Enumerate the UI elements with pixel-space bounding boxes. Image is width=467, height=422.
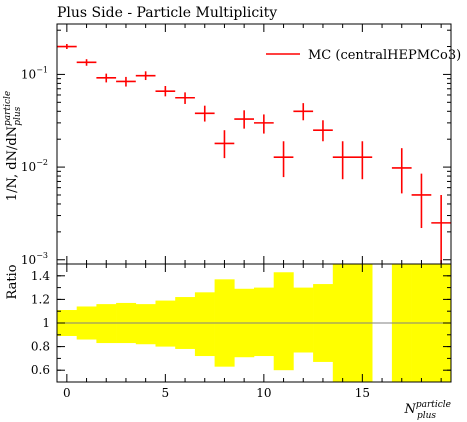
ratio-band-bin	[273, 272, 294, 371]
data-point	[57, 43, 77, 50]
data-point	[293, 103, 314, 121]
ratio-y-tick-label: 1.2	[31, 292, 50, 306]
x-axis-label-main: N	[403, 402, 416, 417]
legend-label: MC (centralHEPMCo3)	[308, 48, 461, 63]
top-y-axis-label-main: 1/N, dN/dN	[5, 126, 20, 201]
ratio-band-bin	[155, 300, 176, 347]
ratio-band-bin	[135, 304, 156, 345]
x-tick-label: 15	[355, 386, 370, 400]
x-tick-label: 5	[162, 386, 170, 400]
data-point	[391, 148, 412, 194]
top-y-ticks: 10−1 10−2 10−3	[21, 29, 451, 267]
x-axis-label-sub: plus	[417, 411, 436, 421]
data-point	[254, 114, 274, 134]
top-y-tick-label: 10−2	[21, 158, 48, 174]
top-y-axis-label-sub: plus	[13, 106, 23, 125]
data-point	[214, 130, 235, 159]
top-y-tick-label: 10−3	[21, 251, 48, 267]
data-point	[76, 59, 97, 66]
data-point	[234, 110, 254, 129]
top-x-ticks	[66, 24, 442, 264]
data-point	[135, 71, 156, 81]
legend: MC (centralHEPMCo3)	[266, 48, 461, 63]
x-tick-label: 0	[63, 386, 71, 400]
ratio-band-bin	[194, 292, 215, 357]
data-point	[155, 85, 176, 97]
data-point	[313, 120, 333, 142]
ratio-y-tick-label: 0.8	[31, 340, 50, 354]
top-panel: Plus Side - Particle Multiplicity 10−110…	[3, 5, 461, 267]
top-y-axis-label-sup: particle	[3, 91, 13, 126]
x-axis-label-sup: particle	[416, 400, 451, 410]
ratio-band-bin	[96, 304, 117, 344]
data-point	[116, 76, 136, 87]
ratio-y-axis-label: Ratio	[5, 264, 20, 299]
ratio-x-ticks: 0 5 10 15	[63, 264, 442, 400]
data-point	[411, 173, 432, 229]
ratio-band-bin	[293, 287, 314, 353]
ratio-y-tick-label: 1	[42, 316, 50, 330]
ratio-panel: 0.6 0.8 1 1.2 1.4 0 5 10 15 Ratio Nparticle plus	[5, 263, 452, 421]
data-point	[194, 105, 215, 122]
data-point	[431, 194, 451, 264]
plot-title: Plus Side - Particle Multiplicity	[57, 5, 277, 21]
data-point	[175, 92, 195, 104]
data-point	[332, 141, 353, 180]
mc-series-points	[57, 43, 451, 264]
ratio-y-tick-label: 1.4	[31, 269, 50, 283]
ratio-y-tick-label: 0.6	[31, 363, 50, 377]
data-point	[352, 141, 373, 180]
data-point	[273, 141, 294, 178]
ratio-y-ticks: 0.6 0.8 1 1.2 1.4	[31, 263, 451, 383]
ratio-band-bin	[254, 287, 274, 357]
x-axis-label: Nparticle plus	[403, 400, 451, 421]
data-point	[96, 73, 117, 83]
x-tick-label: 10	[256, 386, 271, 400]
top-y-axis-label: 1/N, dN/dNparticleplus	[3, 91, 23, 201]
top-y-tick-label: 10−1	[21, 65, 48, 81]
